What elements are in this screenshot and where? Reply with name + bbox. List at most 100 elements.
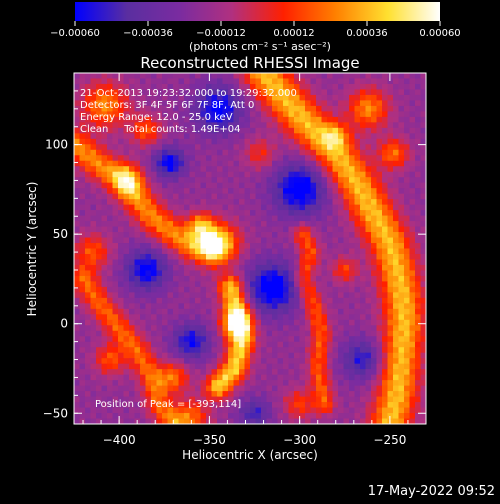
heatmap-cell	[222, 204, 229, 211]
heatmap-cell	[294, 94, 301, 102]
heatmap-cell	[173, 226, 180, 233]
heatmap-cell	[420, 303, 426, 310]
heatmap-cell	[365, 226, 372, 233]
heatmap-cell	[189, 319, 196, 326]
heatmap-cell	[123, 155, 130, 162]
heatmap-cell	[173, 292, 180, 299]
heatmap-cell	[189, 210, 196, 217]
heatmap-cell	[294, 210, 301, 217]
heatmap-cell	[123, 407, 130, 414]
heatmap-cell	[343, 286, 350, 293]
heatmap-cell	[393, 369, 400, 376]
heatmap-cell	[376, 122, 383, 129]
heatmap-cell	[107, 413, 114, 420]
heatmap-cell	[178, 275, 185, 282]
heatmap-cell	[79, 374, 86, 381]
heatmap-cell	[151, 171, 158, 178]
heatmap-cell	[261, 116, 268, 123]
heatmap-cell	[211, 232, 218, 239]
heatmap-cell	[272, 237, 279, 244]
heatmap-cell	[167, 171, 174, 178]
heatmap-cell	[255, 380, 262, 387]
heatmap-cell	[206, 177, 213, 184]
heatmap-cell	[228, 116, 235, 123]
heatmap-cell	[228, 330, 235, 337]
heatmap-cell	[316, 363, 323, 370]
heatmap-cell	[294, 418, 301, 424]
heatmap-cell	[184, 286, 191, 293]
heatmap-cell	[145, 281, 152, 288]
heatmap-cell	[167, 286, 174, 293]
heatmap-cell	[415, 138, 422, 145]
heatmap-cell	[74, 270, 81, 277]
heatmap-cell	[310, 270, 317, 277]
heatmap-cell	[123, 144, 130, 151]
heatmap-cell	[288, 100, 295, 107]
heatmap-cell	[195, 391, 202, 398]
heatmap-cell	[173, 243, 180, 250]
heatmap-cell	[156, 363, 163, 370]
heatmap-cell	[107, 116, 114, 123]
heatmap-cell	[184, 303, 191, 310]
heatmap-cell	[244, 221, 251, 228]
heatmap-cell	[222, 177, 229, 184]
heatmap-cell	[96, 336, 103, 343]
heatmap-cell	[261, 160, 268, 167]
heatmap-cell	[178, 413, 185, 420]
heatmap-cell	[79, 407, 86, 414]
heatmap-cell	[338, 369, 345, 376]
heatmap-cell	[255, 259, 262, 266]
heatmap-cell	[228, 248, 235, 255]
heatmap-cell	[156, 303, 163, 310]
heatmap-cell	[101, 396, 108, 403]
heatmap-cell	[398, 221, 405, 228]
heatmap-cell	[294, 374, 301, 381]
heatmap-cell	[283, 325, 290, 332]
heatmap-cell	[239, 369, 246, 376]
heatmap-cell	[162, 319, 169, 326]
heatmap-cell	[393, 116, 400, 123]
heatmap-cell	[233, 330, 240, 337]
heatmap-cell	[90, 314, 97, 321]
heatmap-cell	[343, 264, 350, 272]
heatmap-cell	[261, 199, 268, 206]
heatmap-cell	[338, 193, 345, 200]
heatmap-cell	[321, 336, 328, 343]
heatmap-cell	[404, 253, 411, 261]
heatmap-cell	[118, 418, 125, 424]
heatmap-cell	[398, 243, 405, 250]
heatmap-cell	[145, 116, 152, 123]
heatmap-cell	[107, 226, 114, 233]
heatmap-cell	[310, 89, 317, 96]
heatmap-cell	[387, 177, 394, 184]
heatmap-cell	[420, 341, 426, 348]
heatmap-cell	[222, 73, 229, 80]
heatmap-cell	[255, 144, 262, 151]
heatmap-cell	[222, 396, 229, 403]
heatmap-cell	[129, 347, 136, 354]
heatmap-cell	[349, 73, 356, 80]
heatmap-cell	[255, 199, 262, 206]
heatmap-cell	[266, 297, 273, 304]
heatmap-cell	[233, 341, 240, 348]
heatmap-cell	[272, 385, 279, 392]
heatmap-cell	[360, 105, 367, 112]
heatmap-cell	[266, 177, 273, 184]
heatmap-cell	[189, 413, 196, 420]
heatmap-cell	[79, 264, 86, 272]
heatmap-cell	[178, 155, 185, 162]
heatmap-cell	[283, 407, 290, 414]
heatmap-cell	[283, 83, 290, 91]
heatmap-cell	[206, 166, 213, 173]
heatmap-cell	[299, 160, 306, 167]
heatmap-cell	[85, 89, 92, 96]
heatmap-cell	[299, 199, 306, 206]
heatmap-cell	[365, 133, 372, 140]
heatmap-cell	[178, 94, 185, 102]
heatmap-cell	[266, 105, 273, 112]
heatmap-cell	[316, 264, 323, 272]
heatmap-cell	[288, 111, 295, 118]
heatmap-cell	[101, 275, 108, 282]
heatmap-cell	[222, 221, 229, 228]
heatmap-cell	[349, 369, 356, 376]
